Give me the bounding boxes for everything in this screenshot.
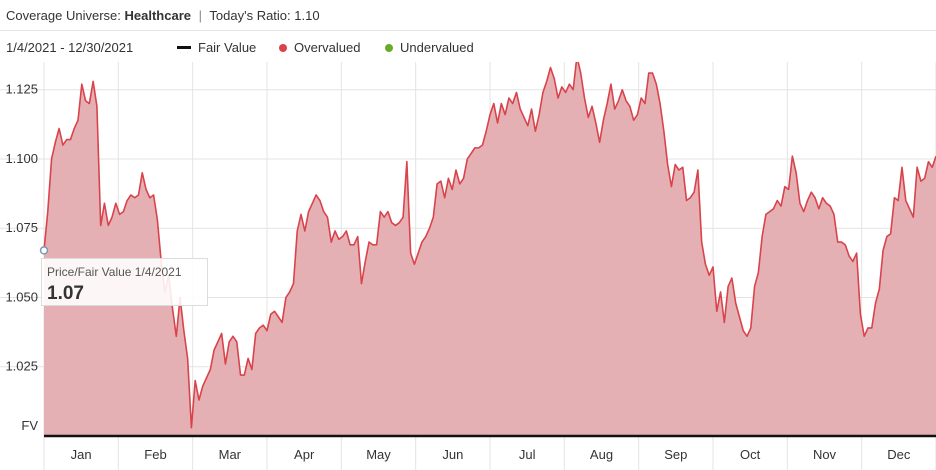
universe-value[interactable]: Healthcare bbox=[124, 8, 191, 23]
header-text: Coverage Universe: Healthcare | Today's … bbox=[6, 8, 320, 23]
ratio-value: 1.10 bbox=[294, 8, 320, 23]
overvalued-area bbox=[44, 62, 936, 436]
x-tick-label: Apr bbox=[294, 447, 315, 462]
legend-item-fair-value[interactable]: Fair Value bbox=[177, 40, 256, 55]
fair-value-swatch-icon bbox=[177, 46, 191, 49]
universe-label: Coverage Universe: bbox=[6, 8, 121, 23]
tooltip-title: Price/Fair Value 1/4/2021 bbox=[47, 265, 182, 279]
x-tick-label: Nov bbox=[813, 447, 837, 462]
undervalued-dot-icon bbox=[385, 43, 393, 52]
x-tick-label: Feb bbox=[144, 447, 166, 462]
y-tick-label: 1.075 bbox=[5, 220, 38, 235]
x-tick-label: Jul bbox=[519, 447, 536, 462]
tooltip-value: 1.07 bbox=[47, 283, 84, 304]
x-tick-label: Jan bbox=[71, 447, 92, 462]
x-tick-label: Jun bbox=[442, 447, 463, 462]
header-separator: | bbox=[198, 8, 203, 23]
price-fair-value-chart[interactable]: 1.025 1.050 1.075 1.100 1.125 FV Jan Feb Mar Apr M… bbox=[0, 62, 936, 470]
fair-value-axis-label: FV bbox=[21, 418, 38, 433]
price-fair-value-line bbox=[43, 62, 936, 429]
hover-marker bbox=[39, 246, 49, 255]
x-tick-label: May bbox=[366, 447, 391, 462]
x-tick-label: Mar bbox=[219, 447, 242, 462]
date-range: 1/4/2021 - 12/30/2021 bbox=[6, 40, 134, 55]
legend-label-undervalued: Undervalued bbox=[400, 40, 474, 55]
x-tick-label: Oct bbox=[740, 447, 761, 462]
overvalued-dot-icon bbox=[279, 43, 287, 52]
legend-item-overvalued[interactable]: Overvalued bbox=[279, 40, 360, 55]
x-tick-label: Dec bbox=[887, 447, 911, 462]
tooltip: Price/Fair Value 1/4/2021 1.07 bbox=[41, 258, 208, 306]
ratio-label: Today's Ratio: bbox=[209, 8, 291, 23]
y-tick-label: 1.025 bbox=[5, 359, 38, 374]
legend-label-overvalued: Overvalued bbox=[294, 40, 361, 55]
legend-item-undervalued[interactable]: Undervalued bbox=[385, 40, 474, 55]
y-tick-label: 1.100 bbox=[5, 151, 38, 166]
y-tick-label: 1.050 bbox=[5, 289, 38, 304]
x-tick-label: Aug bbox=[590, 447, 613, 462]
chart-header: Coverage Universe: Healthcare | Today's … bbox=[0, 0, 936, 31]
legend-label-fair-value: Fair Value bbox=[198, 40, 257, 55]
y-tick-label: 1.125 bbox=[5, 82, 38, 97]
x-tick-label: Sep bbox=[664, 447, 687, 462]
